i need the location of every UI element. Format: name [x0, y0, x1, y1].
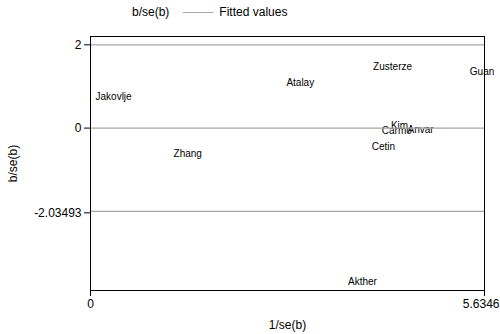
svg-text:5.63469: 5.63469 [463, 297, 500, 311]
svg-text:Atalay: Atalay [286, 77, 314, 88]
svg-text:Zusterze: Zusterze [373, 61, 412, 72]
svg-text:b/se(b): b/se(b) [6, 145, 20, 182]
html-text:Fitted values: Fitted values [219, 5, 288, 19]
svg-text:Akther: Akther [348, 276, 378, 287]
svg-text:0: 0 [75, 121, 82, 135]
svg-text:Cetin: Cetin [372, 141, 395, 152]
svg-text:Guan: Guan [470, 66, 494, 77]
svg-text:Jakovlje: Jakovlje [96, 91, 133, 102]
svg-text:Anvar: Anvar [407, 124, 434, 135]
svg-text:0: 0 [87, 297, 94, 311]
svg-text:-2.03493: -2.03493 [34, 206, 82, 220]
svg-text:1/se(b): 1/se(b) [269, 318, 306, 332]
svg-text:Carmo: Carmo [381, 125, 412, 137]
svg-text:Zhang: Zhang [174, 148, 202, 159]
svg-text:2: 2 [75, 38, 82, 52]
html-text:b/se(b): b/se(b) [132, 5, 170, 19]
